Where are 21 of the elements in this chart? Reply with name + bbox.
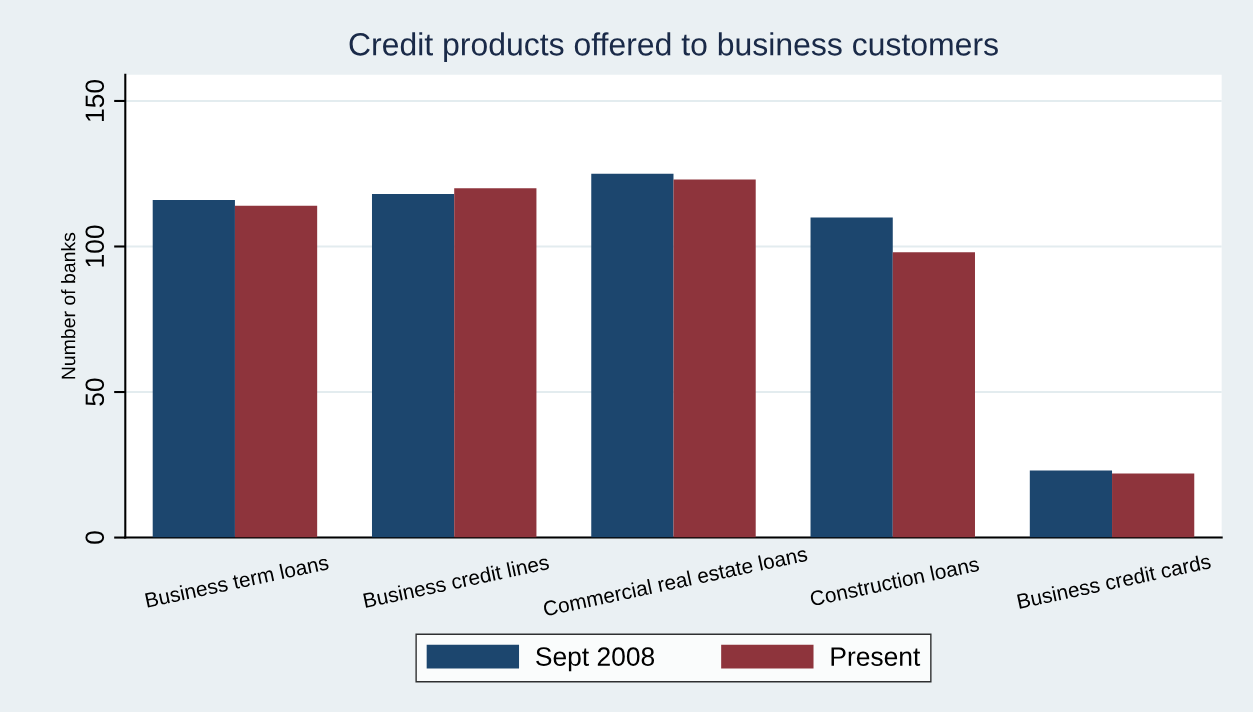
y-tick-label: 0: [85, 531, 105, 544]
bar: [810, 217, 893, 538]
y-tick-label: 50: [85, 378, 105, 406]
bar: [673, 179, 756, 538]
bar: [1112, 473, 1195, 538]
legend-label: Present: [831, 647, 921, 666]
legend-label: Sept 2008: [536, 647, 655, 672]
bar: [1029, 470, 1113, 538]
bar: [152, 199, 235, 538]
x-tick-label: Construction loans: [809, 555, 980, 607]
y-tick-label: 100: [85, 225, 105, 267]
y-tick-label: 150: [85, 79, 105, 121]
x-tick-label: Business term loans: [144, 554, 330, 608]
bar: [234, 205, 318, 538]
bar: [591, 173, 674, 538]
bar: [454, 188, 537, 538]
x-tick-label: Business credit cards: [1016, 553, 1212, 609]
y-axis-title: Number of banks: [61, 232, 76, 379]
chart-title: Credit products offered to business customers: [349, 32, 998, 62]
bar: [371, 194, 455, 538]
bar: [892, 252, 975, 538]
